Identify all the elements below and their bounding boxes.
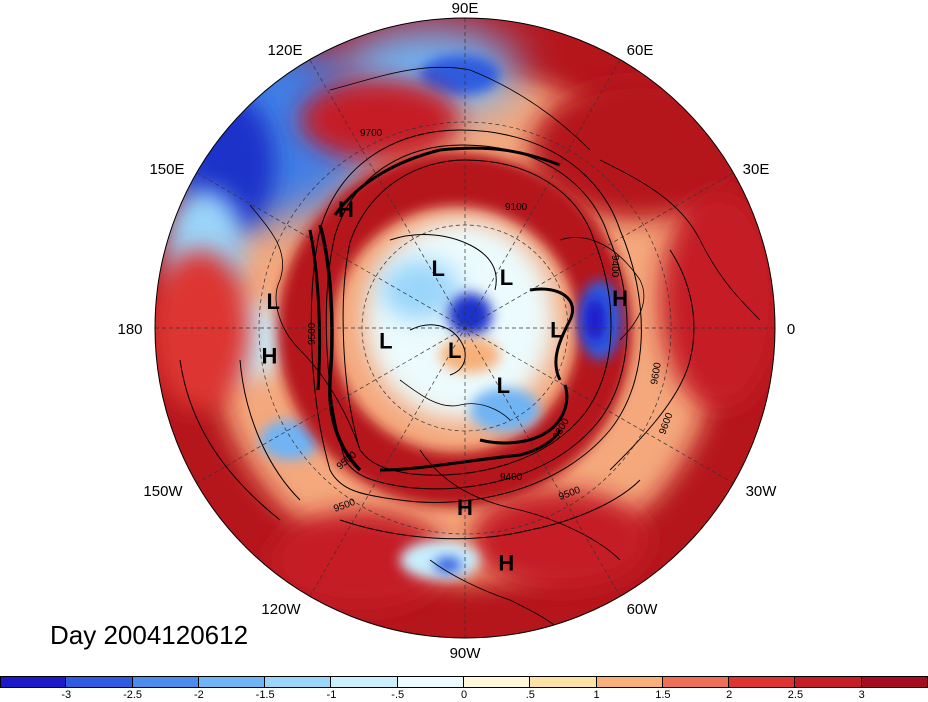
polar-map: 90E 60E 30E 0 30W 60W 90W 120W 150W 180 … xyxy=(117,0,795,662)
height-contours xyxy=(179,129,695,540)
colorbar-tick-label: -3 xyxy=(61,689,72,701)
colorbar-swatch xyxy=(198,676,266,688)
contour-label: 9100 xyxy=(505,202,528,213)
colorbar-tick-label: 1.5 xyxy=(655,689,671,701)
colorbar: -3 -2.5 -2 -1.5 -1 -.5 0 .5 1 1.5 2 2.5 3 xyxy=(0,676,928,702)
colorbar-tick-label: 3 xyxy=(858,689,865,701)
lon-label-0: 0 xyxy=(787,321,795,338)
contour-label: 9500 xyxy=(307,322,318,345)
contour-label: 9700 xyxy=(360,128,383,139)
contour-label: 9400 xyxy=(500,472,523,483)
colorbar-swatch xyxy=(795,676,862,688)
map-boundary xyxy=(154,17,776,639)
low-pressure-marker: L xyxy=(379,329,392,354)
colorbar-tick-label: -1.5 xyxy=(255,689,275,701)
colorbar-swatch xyxy=(397,676,464,688)
colorbar-swatch xyxy=(464,676,531,688)
contour-label: 9600 xyxy=(649,361,664,385)
colorbar-swatch xyxy=(132,676,199,688)
coastlines xyxy=(249,66,761,631)
lon-label-30e: 30E xyxy=(743,161,770,178)
colorbar-swatch xyxy=(66,676,133,688)
colorbar-tick-label: 1 xyxy=(593,689,600,701)
lon-label-90e: 90E xyxy=(452,0,479,17)
colorbar-tick-label: .5 xyxy=(525,689,535,701)
colorbar-tick-label: 0 xyxy=(460,689,468,701)
colorbar-swatch xyxy=(861,676,928,688)
colorbar-swatch xyxy=(331,676,398,688)
high-pressure-marker: H xyxy=(261,344,277,369)
lon-label-90w: 90W xyxy=(450,645,482,662)
colorbar-swatch xyxy=(662,676,730,688)
low-pressure-marker: L xyxy=(550,318,563,343)
high-pressure-marker: H xyxy=(612,286,628,311)
lon-label-60e: 60E xyxy=(627,42,654,59)
high-pressure-marker: H xyxy=(457,495,473,520)
colorbar-swatch xyxy=(265,676,332,688)
graticule xyxy=(155,18,775,638)
colorbar-swatch xyxy=(0,676,67,688)
colorbar-swatch xyxy=(530,676,597,688)
longitude-labels: 90E 60E 30E 0 30W 60W 90W 120W 150W 180 … xyxy=(117,0,795,662)
lon-label-60w: 60W xyxy=(627,601,659,618)
colorbar-swatch xyxy=(729,676,796,688)
low-pressure-marker: L xyxy=(500,265,513,290)
pressure-centers: H H H H H L L L L L L L xyxy=(261,197,628,575)
anomaly-field xyxy=(155,18,775,638)
colorbar-tick-label: 2 xyxy=(726,689,733,701)
low-pressure-marker: L xyxy=(497,373,510,398)
colorbar-tick-label: -2.5 xyxy=(123,689,143,701)
colorbar-swatch xyxy=(596,676,663,688)
lon-label-180: 180 xyxy=(117,321,142,338)
lon-label-150w: 150W xyxy=(143,483,183,500)
lon-label-120e: 120E xyxy=(267,42,302,59)
colorbar-tick-label: -.5 xyxy=(391,689,405,701)
contour-labels: 9700 9100 9400 9500 9500 9500 9400 9300 … xyxy=(307,128,676,515)
date-label: Day 2004120612 xyxy=(50,620,249,650)
low-pressure-marker: L xyxy=(431,256,444,281)
colorbar-tick-label: 2.5 xyxy=(787,689,804,701)
high-pressure-marker: H xyxy=(338,197,354,222)
high-pressure-marker: H xyxy=(498,550,514,575)
low-pressure-marker: L xyxy=(448,338,461,363)
lon-label-150e: 150E xyxy=(149,161,184,178)
lon-label-30w: 30W xyxy=(746,483,778,500)
colorbar-tick-label: -1 xyxy=(326,689,337,701)
lon-label-120w: 120W xyxy=(261,601,301,618)
contour-label: 9400 xyxy=(609,255,620,278)
low-pressure-marker: L xyxy=(266,289,279,314)
colorbar-tick-label: -2 xyxy=(193,689,204,701)
